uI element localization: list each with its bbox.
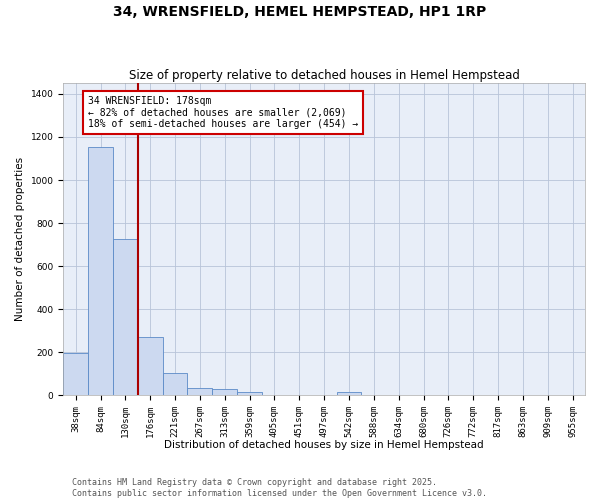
Bar xyxy=(337,392,361,395)
Text: 34, WRENSFIELD, HEMEL HEMPSTEAD, HP1 1RP: 34, WRENSFIELD, HEMEL HEMPSTEAD, HP1 1RP xyxy=(113,5,487,19)
Title: Size of property relative to detached houses in Hemel Hempstead: Size of property relative to detached ho… xyxy=(129,69,520,82)
Bar xyxy=(187,388,212,395)
Y-axis label: Number of detached properties: Number of detached properties xyxy=(15,157,25,322)
Bar xyxy=(63,353,88,395)
Bar xyxy=(113,239,138,395)
Bar xyxy=(212,390,237,395)
X-axis label: Distribution of detached houses by size in Hemel Hempstead: Distribution of detached houses by size … xyxy=(164,440,484,450)
Bar xyxy=(163,372,187,395)
Text: 34 WRENSFIELD: 178sqm
← 82% of detached houses are smaller (2,069)
18% of semi-d: 34 WRENSFIELD: 178sqm ← 82% of detached … xyxy=(88,96,358,130)
Bar xyxy=(88,146,113,395)
Text: Contains HM Land Registry data © Crown copyright and database right 2025.
Contai: Contains HM Land Registry data © Crown c… xyxy=(72,478,487,498)
Bar xyxy=(138,337,163,395)
Bar xyxy=(237,392,262,395)
